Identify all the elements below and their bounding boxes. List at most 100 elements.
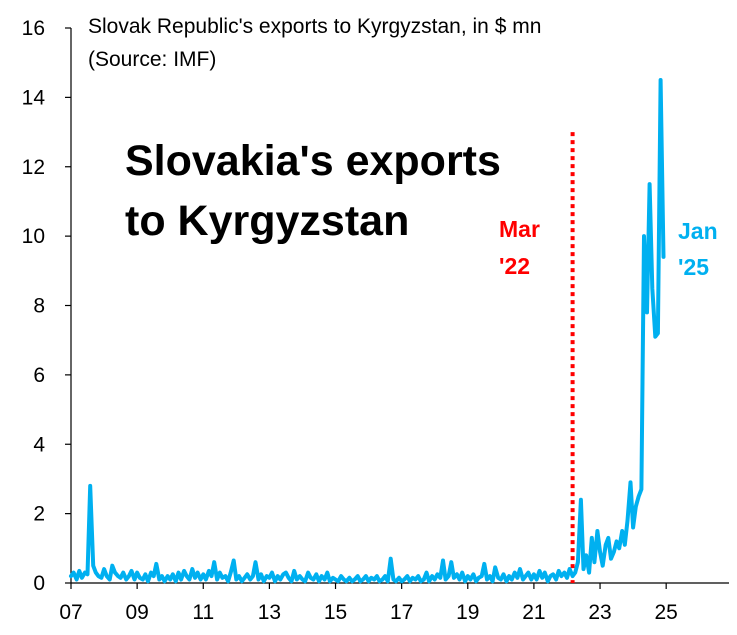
- data-point: [398, 577, 400, 579]
- data-point: [213, 561, 215, 563]
- data-point: [582, 568, 585, 570]
- data-point: [100, 577, 102, 579]
- data-point: [84, 572, 86, 574]
- x-tick-label: 07: [59, 601, 82, 624]
- data-point: [519, 568, 521, 570]
- data-point: [505, 580, 508, 582]
- data-point: [458, 578, 461, 581]
- data-point: [312, 578, 314, 581]
- data-point: [271, 572, 273, 574]
- data-point: [263, 580, 265, 582]
- data-point: [334, 578, 337, 581]
- data-point: [497, 577, 499, 579]
- data-point: [235, 578, 237, 581]
- data-point: [591, 537, 593, 539]
- data-point: [86, 573, 89, 575]
- data-point: [450, 561, 452, 563]
- data-point: [205, 578, 207, 581]
- data-point: [188, 578, 190, 581]
- marker-label-month: Mar: [499, 216, 540, 242]
- data-point: [502, 573, 505, 575]
- y-tick-label: 12: [22, 156, 45, 179]
- data-point: [359, 580, 361, 582]
- data-point: [596, 530, 599, 532]
- data-point: [651, 287, 653, 289]
- exports-series-line: [69, 78, 666, 584]
- data-point: [246, 573, 248, 575]
- data-point: [268, 577, 270, 579]
- data-point: [114, 572, 116, 574]
- data-point: [293, 570, 295, 572]
- data-point: [640, 488, 643, 490]
- y-tick-label: 0: [33, 572, 45, 595]
- data-point: [200, 578, 202, 581]
- data-point: [216, 578, 218, 581]
- data-point: [357, 575, 359, 577]
- data-point: [544, 572, 546, 574]
- headline-line-1: Slovakia's exports: [125, 137, 501, 185]
- data-point: [662, 256, 665, 258]
- data-point: [362, 578, 364, 581]
- data-point: [368, 580, 370, 582]
- data-point: [120, 577, 122, 579]
- data-point: [566, 577, 568, 579]
- data-point: [434, 578, 436, 581]
- data-point: [492, 580, 494, 582]
- data-point: [117, 575, 119, 577]
- data-point: [81, 577, 83, 579]
- data-point: [191, 568, 193, 570]
- data-point: [257, 578, 260, 581]
- data-point: [177, 572, 180, 574]
- data-point: [442, 559, 444, 562]
- data-point: [315, 573, 317, 575]
- x-tick-label: 09: [125, 601, 148, 624]
- y-tick-label: 16: [22, 17, 45, 40]
- data-point: [569, 568, 571, 570]
- data-point: [202, 573, 204, 575]
- data-point: [175, 580, 177, 582]
- end-label-month: Jan: [678, 218, 718, 244]
- data-point: [390, 558, 392, 560]
- data-point: [527, 572, 529, 574]
- data-point: [453, 577, 455, 579]
- data-point: [354, 578, 356, 581]
- data-point: [392, 578, 394, 581]
- data-point: [76, 578, 78, 581]
- chart-subtitle: (Source: IMF): [88, 48, 216, 71]
- data-point: [494, 566, 496, 569]
- data-point: [467, 575, 469, 577]
- data-point: [221, 577, 223, 579]
- data-point: [340, 575, 342, 577]
- data-point: [486, 578, 488, 581]
- data-point: [318, 580, 320, 582]
- data-point: [626, 520, 629, 522]
- data-point: [260, 573, 262, 575]
- x-tick-label: 17: [390, 601, 413, 624]
- data-point: [144, 573, 146, 575]
- data-point: [406, 575, 408, 577]
- data-point: [602, 565, 604, 567]
- data-point: [613, 551, 615, 553]
- data-point: [301, 578, 304, 581]
- data-point: [414, 578, 417, 581]
- data-point: [412, 577, 414, 579]
- data-point: [180, 578, 182, 581]
- x-ticks: 07 09 11 13 15 17 19 21 23 25: [59, 583, 678, 624]
- data-point: [164, 580, 166, 582]
- data-point: [186, 575, 188, 577]
- data-point: [511, 578, 513, 581]
- y-tick-label: 8: [33, 295, 45, 318]
- y-ticks: 0 2 4 6 8 10 12 14 16: [22, 17, 71, 595]
- y-tick-label: 2: [33, 503, 45, 526]
- data-point: [508, 575, 510, 577]
- data-point: [274, 580, 276, 582]
- data-point: [417, 575, 419, 577]
- data-point: [279, 578, 281, 581]
- data-point: [558, 570, 560, 572]
- data-point: [618, 547, 620, 549]
- data-point: [197, 572, 199, 574]
- data-point: [547, 580, 549, 582]
- x-tick-label: 23: [588, 601, 611, 624]
- data-point: [489, 575, 491, 577]
- data-point: [329, 580, 331, 582]
